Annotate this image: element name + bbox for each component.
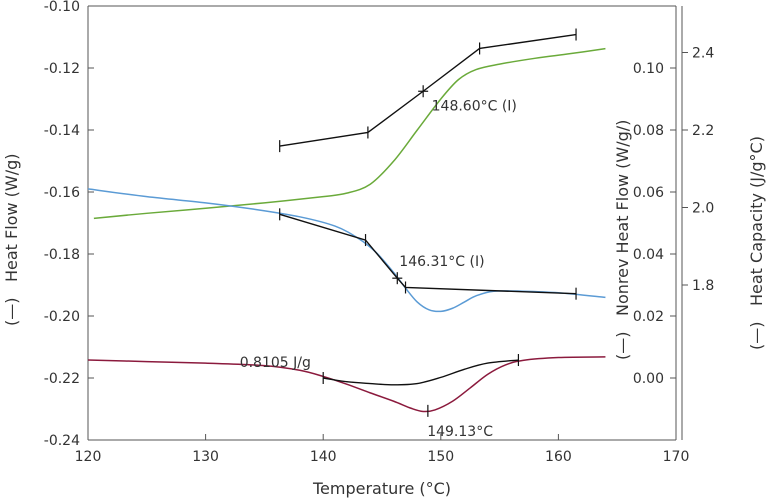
nonrev-axis-title-group: (—) Nonrev Heat Flow (W/g/) bbox=[613, 120, 632, 360]
plot-frame: 120 130 140 150 160 170 -0.24 -0.22 -0.20 -0.18 -0… bbox=[44, 0, 715, 465]
left-y-tick-label: -0.14 bbox=[44, 123, 80, 139]
heat-flow-curve bbox=[87, 188, 606, 313]
left-axis-legend-marker: (—) bbox=[2, 298, 21, 326]
left-y-tick-label: -0.16 bbox=[44, 185, 80, 201]
x-tick-label: 130 bbox=[192, 449, 219, 465]
nonrev-axis-legend-marker: (—) bbox=[613, 332, 632, 360]
x-tick-label: 140 bbox=[310, 449, 337, 465]
hf-transition-label: 146.31°C (I) bbox=[399, 254, 484, 270]
cp-y-tick-label: 2.0 bbox=[692, 201, 714, 217]
nonrev-heat-flow-curve bbox=[87, 356, 606, 413]
nonrev-y-tick-label: 0.02 bbox=[633, 309, 664, 325]
nonrev-y-tick-label: 0.08 bbox=[633, 123, 664, 139]
left-axis-title-group: (—) Heat Flow (W/g) bbox=[2, 154, 21, 327]
cp-y-tick-label: 2.2 bbox=[692, 123, 714, 139]
nonrev-y-tick-label: 0.10 bbox=[633, 61, 664, 77]
left-y-tick-label: -0.24 bbox=[44, 433, 80, 449]
left-y-tick-label: -0.10 bbox=[44, 0, 80, 15]
cp-transition-label: 148.60°C (I) bbox=[432, 98, 517, 114]
cp-axis-title: Heat Capacity (J/g°C) bbox=[747, 136, 766, 306]
left-y-tick-label: -0.22 bbox=[44, 371, 80, 387]
cp-y-tick-label: 1.8 bbox=[692, 278, 714, 294]
nonrev-y-tick-label: 0.00 bbox=[633, 371, 664, 387]
peak-baseline bbox=[323, 359, 519, 386]
analysis-layer bbox=[279, 28, 577, 417]
x-tick-label: 160 bbox=[545, 449, 572, 465]
nonrev-y-tick-label: 0.04 bbox=[633, 247, 664, 263]
left-y-tick-label: -0.18 bbox=[44, 247, 80, 263]
enthalpy-area-label: 0.8105 J/g bbox=[240, 355, 311, 371]
x-tick-label: 120 bbox=[75, 449, 102, 465]
x-axis-title: Temperature (°C) bbox=[312, 479, 451, 498]
x-tick-label: 170 bbox=[663, 449, 690, 465]
hf-midpoint-marker bbox=[392, 272, 403, 285]
cp-y-tick-label: 2.4 bbox=[692, 46, 714, 62]
nonrev-axis-title: Nonrev Heat Flow (W/g/) bbox=[613, 120, 632, 316]
cp-midpoint-marker bbox=[418, 85, 429, 98]
heat-capacity-curve bbox=[93, 47, 606, 220]
cp-tangent-lines bbox=[279, 33, 577, 147]
series-layer bbox=[87, 47, 606, 413]
peak-temperature-label: 149.13°C bbox=[427, 424, 493, 440]
left-y-tick-label: -0.20 bbox=[44, 309, 80, 325]
x-tick-label: 150 bbox=[427, 449, 454, 465]
cp-axis-title-group: (—) Heat Capacity (J/g°C) bbox=[747, 136, 766, 350]
left-axis-title: Heat Flow (W/g) bbox=[2, 154, 21, 283]
left-y-tick-label: -0.12 bbox=[44, 61, 80, 77]
nonrev-y-tick-label: 0.06 bbox=[633, 185, 664, 201]
cp-axis-legend-marker: (—) bbox=[747, 322, 766, 350]
